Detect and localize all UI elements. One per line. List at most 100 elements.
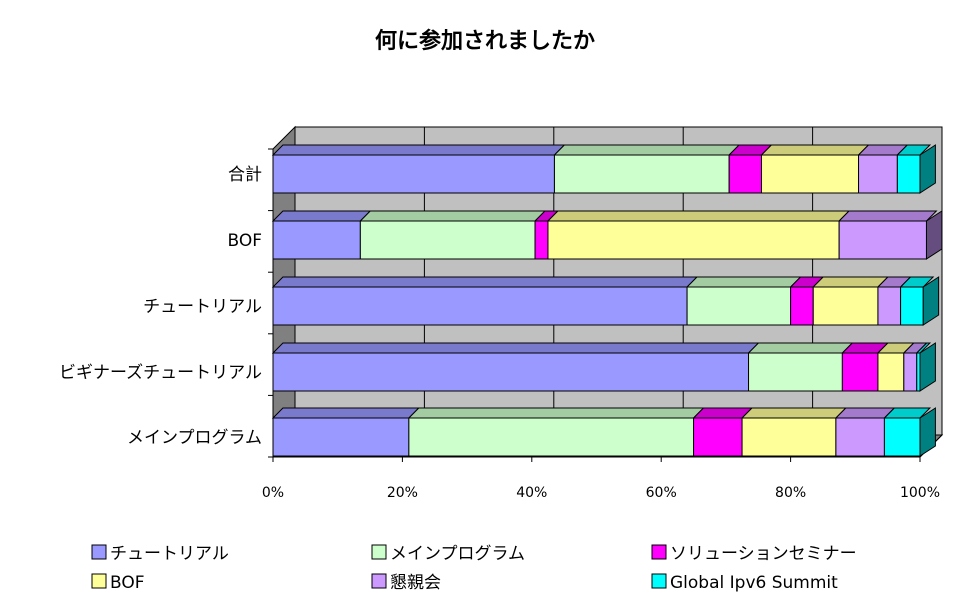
bar [835, 417, 885, 457]
bar-side-face [919, 407, 936, 457]
bar-segment [546, 210, 851, 260]
legend-label: BOF [110, 573, 145, 593]
bar [877, 352, 905, 392]
tick-label: 40% [516, 485, 547, 501]
legend-label: 懇親会 [390, 573, 441, 593]
legend-swatch [651, 544, 667, 560]
bar [858, 154, 898, 194]
bar-segment [271, 342, 760, 392]
bar-row [271, 276, 940, 326]
bar [900, 286, 924, 326]
value-axis-labels: 0% 20% 40% 60% 80% 100% [262, 485, 940, 501]
bar-segment [812, 276, 890, 326]
category-label: チュートリアル [143, 297, 262, 317]
chart-bars [271, 144, 943, 457]
bar-segment [271, 210, 372, 260]
bar-row [271, 144, 936, 194]
bar-top-face [271, 144, 566, 156]
legend-item: Global Ipv6 Summit [651, 573, 838, 593]
bar-segment [915, 342, 932, 392]
bar-side-face [922, 276, 940, 326]
bar-top-face [740, 407, 847, 419]
bar-top-face [271, 210, 372, 222]
bar [272, 352, 750, 392]
bar-segment [271, 407, 420, 457]
bar [553, 154, 730, 194]
category-label: ビギナーズチュートリアル [59, 363, 262, 383]
bar [728, 154, 762, 194]
bar-side-face [919, 342, 936, 392]
tick-label: 80% [775, 485, 806, 501]
bar-top-face [271, 276, 699, 288]
legend-label: ソリューションセミナー [670, 544, 857, 564]
bar-top-face [837, 210, 938, 222]
bar [903, 352, 918, 392]
bar-segment [876, 342, 915, 392]
bar-segment [834, 407, 896, 457]
bar-side-face [925, 210, 943, 260]
legend-label: チュートリアル [110, 544, 229, 564]
bar-top-face [407, 407, 705, 419]
bar-top-face [271, 342, 760, 354]
bar [760, 154, 860, 194]
bar [272, 417, 410, 457]
bar-top-face [685, 276, 802, 288]
bar [408, 417, 695, 457]
bar [741, 417, 837, 457]
bar-top-face [359, 210, 547, 222]
bar-segment [899, 276, 935, 326]
legend-label: メインプログラム [390, 544, 525, 564]
legend-item: メインプログラム [371, 544, 525, 564]
bar-segment [857, 144, 909, 194]
chart-legend: チュートリアル メインプログラム ソリューションセミナー BOF 懇親会 Global I… [91, 544, 857, 593]
tick-label: 20% [387, 485, 418, 501]
bar-row [271, 407, 936, 457]
bar [547, 220, 840, 260]
legend-swatch [91, 573, 107, 589]
bar-segment [747, 342, 854, 392]
bar [359, 220, 536, 260]
bar-top-face [553, 144, 741, 156]
bar-segment [789, 276, 825, 326]
bar-row [271, 342, 936, 392]
legend-item: ソリューションセミナー [651, 544, 857, 564]
bar-top-face [812, 276, 890, 288]
bar-segment [692, 407, 754, 457]
bar-segment [841, 342, 890, 392]
legend-item: チュートリアル [91, 544, 229, 564]
bar-top-face [546, 210, 851, 222]
bar [272, 220, 361, 260]
bar [841, 352, 879, 392]
bar-row [271, 210, 943, 260]
chart-title: 何に参加されましたか [375, 28, 595, 54]
bar [534, 220, 549, 260]
bar-segment [533, 210, 560, 260]
bar-segment [740, 407, 847, 457]
bar-segment [896, 144, 932, 194]
legend-item: BOF [91, 573, 145, 593]
bar [838, 220, 927, 260]
bar-segment [271, 144, 566, 194]
legend-swatch [91, 544, 107, 560]
legend-swatch [651, 573, 667, 589]
bar [896, 154, 921, 194]
legend-item: 懇親会 [371, 573, 441, 593]
bar [272, 154, 555, 194]
bar [883, 417, 921, 457]
tick-label: 60% [646, 485, 677, 501]
bar-segment [727, 144, 773, 194]
category-label: BOF [227, 231, 262, 251]
bar [877, 286, 902, 326]
legend-swatch [371, 573, 387, 589]
bar-segment [760, 144, 870, 194]
bar-segment [407, 407, 705, 457]
bar-top-face [747, 342, 854, 354]
bar-segment [837, 210, 938, 260]
bar-segment [359, 210, 547, 260]
bar-top-face [271, 407, 420, 419]
legend-swatch [371, 544, 387, 560]
bar [272, 286, 688, 326]
bar-side-face [919, 144, 936, 194]
legend-label: Global Ipv6 Summit [670, 573, 838, 593]
